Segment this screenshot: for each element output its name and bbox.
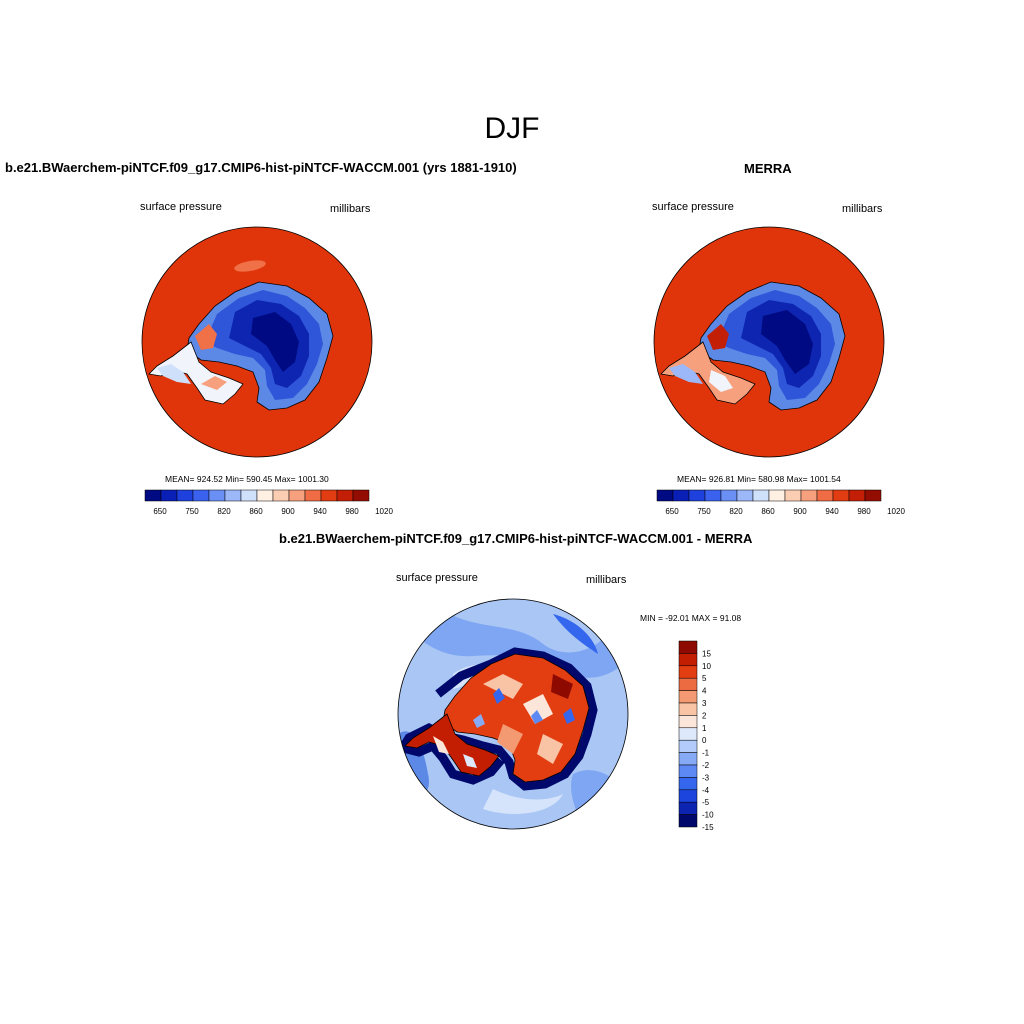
diff-colorbar-tick-label: -1 [702,749,710,758]
diff-colorbar-swatch [678,727,698,741]
diff-colorbar-swatch [678,764,698,778]
diff-colorbar-tick-label: -2 [702,761,710,770]
diff-colorbar-swatch [678,739,698,753]
diff-colorbar-tick-label: -3 [702,773,710,782]
model-colorbar-tick-label: 1020 [375,507,393,516]
obs-colorbar-tick-label: 860 [761,507,775,516]
obs-units-label: millibars [842,203,883,215]
diff-polar-map [397,598,629,830]
obs-colorbar-tick-label: 900 [793,507,807,516]
diff-colorbar-tick-label: 4 [702,687,707,696]
model-panel-title: b.e21.BWaerchem-piNTCF.f09_g17.CMIP6-his… [5,160,517,175]
obs-colorbar-tick-label: 820 [729,507,743,516]
diff-colorbar-swatch [678,653,698,667]
diff-colorbar-tick-label: 0 [702,736,707,745]
diff-colorbar-swatch [678,702,698,716]
diff-colorbar-tick-label: 15 [702,649,711,658]
diff-colorbar-tick-label: 5 [702,674,707,683]
diff-colorbar-tick-label: 10 [702,662,711,671]
diff-colorbar-swatch [678,752,698,766]
model-colorbar-swatch [336,489,354,502]
model-colorbar-tick-label: 860 [249,507,263,516]
model-variable-label: surface pressure [140,201,222,213]
obs-colorbar: 650 750 820 860 900 940 980 1020 [656,489,905,516]
diff-colorbar-tick-label: 1 [702,724,707,733]
obs-colorbar-swatch [736,489,754,502]
diff-colorbar-swatch [678,789,698,803]
obs-colorbar-tick-label: 940 [825,507,839,516]
model-colorbar-swatch [160,489,178,502]
main-title: DJF [484,112,540,145]
diff-colorbar-swatch [678,677,698,691]
model-colorbar: 650 750 820 860 900 940 980 1020 [144,489,393,516]
model-colorbar-swatch [256,489,274,502]
diff-colorbar-swatch [678,715,698,729]
diff-colorbar-swatch [678,801,698,815]
model-units-label: millibars [330,203,371,215]
diff-variable-label: surface pressure [396,572,478,584]
obs-colorbar-tick-label: 1020 [887,507,905,516]
obs-colorbar-swatch [768,489,786,502]
obs-colorbar-swatch [672,489,690,502]
model-colorbar-swatch [304,489,322,502]
obs-stats: MEAN= 926.81 Min= 580.98 Max= 1001.54 [677,474,841,484]
model-colorbar-tick-label: 650 [153,507,167,516]
obs-colorbar-swatch [816,489,834,502]
obs-colorbar-tick-label: 980 [857,507,871,516]
diff-colorbar-swatch [678,665,698,679]
model-colorbar-swatch [144,489,162,502]
obs-variable-label: surface pressure [652,201,734,213]
diff-colorbar-tick-label: -10 [702,811,714,820]
diff-colorbar-tick-label: -4 [702,786,710,795]
model-colorbar-swatch [224,489,242,502]
obs-panel-title: MERRA [744,161,792,176]
diff-colorbar-swatch [678,777,698,791]
obs-colorbar-tick-label: 650 [665,507,679,516]
model-colorbar-swatch [352,489,370,502]
diff-colorbar-tick-label: -15 [702,823,714,832]
obs-colorbar-swatch [848,489,866,502]
model-colorbar-swatch [240,489,258,502]
diff-colorbar-tick-label: 2 [702,711,707,720]
diff-colorbar-swatch [678,814,698,828]
obs-polar-map [653,226,885,458]
obs-colorbar-swatch [688,489,706,502]
model-colorbar-swatch [320,489,338,502]
obs-colorbar-swatch [832,489,850,502]
model-peninsula [148,341,244,405]
diff-colorbar-tick-label: -5 [702,798,710,807]
model-colorbar-tick-label: 820 [217,507,231,516]
model-polar-map [141,226,373,458]
model-colorbar-tick-label: 980 [345,507,359,516]
obs-colorbar-swatch [656,489,674,502]
model-colorbar-swatch [176,489,194,502]
diff-colorbar-swatch [678,690,698,704]
model-colorbar-swatch [208,489,226,502]
diff-stats: MIN = -92.01 MAX = 91.08 [640,613,742,623]
obs-colorbar-swatch [720,489,738,502]
obs-colorbar-swatch [704,489,722,502]
model-colorbar-tick-label: 940 [313,507,327,516]
obs-colorbar-swatch [752,489,770,502]
obs-colorbar-swatch [800,489,818,502]
diff-peninsula [404,713,500,777]
obs-colorbar-tick-label: 750 [697,507,711,516]
model-stats: MEAN= 924.52 Min= 590.45 Max= 1001.30 [165,474,329,484]
model-colorbar-swatch [288,489,306,502]
model-colorbar-tick-label: 900 [281,507,295,516]
diff-units-label: millibars [586,574,627,586]
model-colorbar-tick-label: 750 [185,507,199,516]
model-colorbar-swatch [192,489,210,502]
diff-panel-title: b.e21.BWaerchem-piNTCF.f09_g17.CMIP6-his… [279,531,753,546]
obs-colorbar-swatch [864,489,882,502]
model-colorbar-swatch [272,489,290,502]
obs-colorbar-swatch [784,489,802,502]
diff-colorbar-swatch [678,640,698,654]
diff-colorbar-tick-label: 3 [702,699,707,708]
